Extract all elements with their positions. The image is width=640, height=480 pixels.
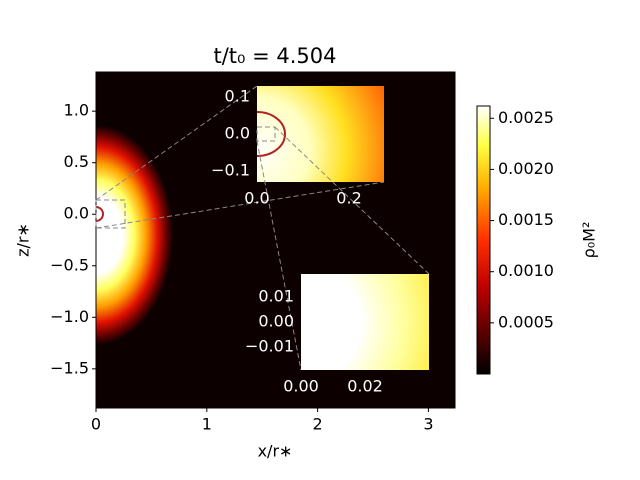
x-tick-label: 3 xyxy=(423,415,433,434)
colorbar-label: ρ₀M² xyxy=(580,222,599,259)
x-tick-label: 1 xyxy=(202,415,212,434)
x-axis-label: x/r∗ xyxy=(258,442,293,461)
colorbar xyxy=(476,105,491,375)
y-tick-label: −0.5 xyxy=(50,255,89,274)
y-tick-label: 0.00 xyxy=(258,312,294,331)
axes-frame xyxy=(95,71,456,409)
y-tick-label: 0.0 xyxy=(64,204,89,223)
connector xyxy=(95,85,258,201)
y-tick-label: −1.5 xyxy=(50,358,89,377)
x-tick-label: 0.02 xyxy=(347,377,383,396)
inset-field xyxy=(257,86,384,182)
y-tick-label: −0.01 xyxy=(245,337,294,356)
y-tick-label: 0.0 xyxy=(225,124,250,143)
connector xyxy=(274,126,430,275)
y-tick-label: 0.5 xyxy=(64,152,89,171)
colorbar-tick-label: 0.0005 xyxy=(498,312,554,331)
colorbar-tick-label: 0.0025 xyxy=(498,108,554,127)
y-tick-label: 0.1 xyxy=(225,87,250,106)
connector xyxy=(95,181,385,229)
chart-title: t/t₀ = 4.504 xyxy=(213,44,336,68)
y-tick-label: −1.0 xyxy=(50,307,89,326)
x-tick-label: 0.00 xyxy=(283,377,319,396)
y-tick-label: 1.0 xyxy=(64,101,89,120)
colorbar-tick-label: 0.0010 xyxy=(498,261,554,280)
x-tick-label: 0.0 xyxy=(244,189,269,208)
x-tick-label: 0.2 xyxy=(336,189,361,208)
colorbar-tick-label: 0.0020 xyxy=(498,159,554,178)
y-tick-label: 0.01 xyxy=(258,287,294,306)
connector xyxy=(256,140,302,371)
x-tick-label: 0 xyxy=(91,415,101,434)
y-axis-label: z/r∗ xyxy=(14,223,33,257)
y-tick-label: −0.1 xyxy=(211,160,250,179)
contour xyxy=(256,111,286,157)
x-tick-label: 2 xyxy=(313,415,323,434)
colorbar-tick-label: 0.0015 xyxy=(498,210,554,229)
inset-field xyxy=(301,274,429,370)
